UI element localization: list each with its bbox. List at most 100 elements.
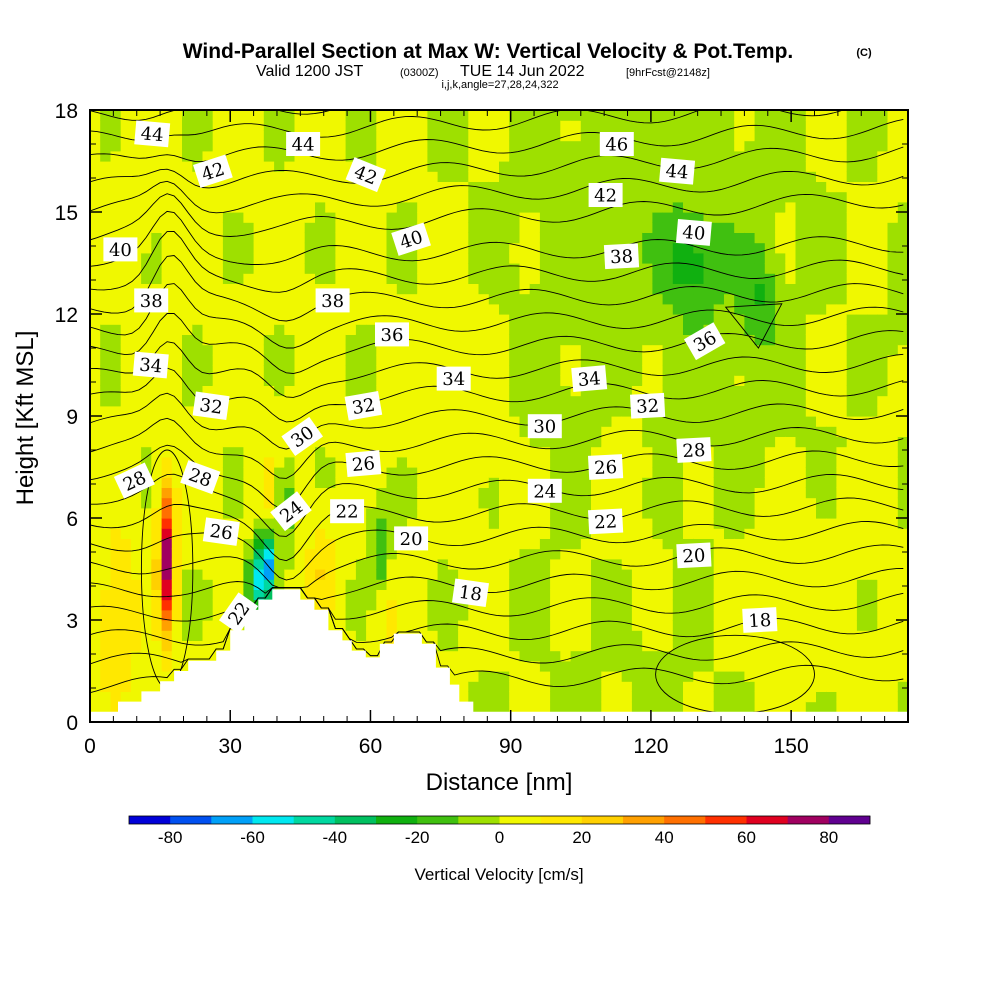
w-cell (703, 314, 715, 325)
w-cell (202, 456, 214, 468)
w-cell (826, 334, 837, 346)
w-cell (304, 569, 316, 580)
w-cell (724, 701, 735, 713)
w-cell (580, 212, 592, 223)
w-cell (141, 589, 152, 601)
w-cell (631, 365, 643, 376)
w-cell (222, 181, 234, 193)
w-cell (621, 497, 633, 509)
w-cell (396, 487, 408, 499)
w-cell (805, 395, 817, 407)
w-cell (315, 467, 326, 478)
w-cell (826, 630, 837, 641)
w-cell (120, 528, 132, 539)
w-cell (570, 650, 582, 662)
w-cell (396, 416, 408, 427)
w-cell (897, 497, 908, 509)
w-cell (867, 252, 878, 264)
w-cell (161, 242, 173, 254)
w-cell (795, 303, 807, 315)
w-cell (458, 640, 469, 652)
w-cell (775, 426, 786, 437)
w-cell (407, 171, 418, 182)
w-cell (284, 344, 296, 356)
w-cell (734, 293, 745, 305)
w-cell (785, 242, 797, 254)
w-cell (478, 293, 490, 305)
w-cell (887, 375, 899, 386)
w-cell (263, 538, 275, 550)
w-cell (713, 191, 725, 203)
w-cell (836, 569, 848, 580)
w-cell (253, 538, 265, 550)
w-cell (345, 252, 357, 264)
w-cell (468, 314, 480, 325)
w-cell (652, 538, 664, 550)
w-cell (846, 110, 858, 121)
w-cell (417, 426, 428, 437)
w-cell (631, 589, 643, 601)
w-cell (478, 416, 490, 427)
w-cell (284, 405, 296, 417)
w-cell (887, 671, 899, 682)
w-cell (550, 640, 561, 652)
w-cell (437, 212, 449, 223)
w-cell (887, 599, 899, 611)
w-cell (713, 140, 725, 152)
w-cell (274, 130, 285, 142)
contour-label-box (192, 391, 230, 421)
w-cell (182, 212, 193, 223)
w-cell (652, 252, 664, 264)
w-cell (652, 314, 664, 325)
w-cell (325, 589, 336, 601)
w-cell (662, 558, 674, 570)
w-cell (764, 140, 776, 152)
w-cell (683, 701, 694, 713)
w-cell (642, 303, 653, 315)
w-cell (631, 467, 643, 478)
w-cell (591, 171, 602, 182)
w-cell (407, 303, 418, 315)
w-cell (877, 303, 889, 315)
w-cell (764, 691, 776, 703)
w-cell (212, 446, 224, 458)
w-cell (437, 518, 449, 529)
w-cell (222, 456, 234, 468)
w-cell (437, 344, 449, 356)
w-cell (693, 314, 705, 325)
w-cell (161, 263, 173, 274)
w-cell (294, 263, 306, 274)
w-cell (243, 201, 255, 213)
w-cell (795, 477, 807, 488)
w-cell (192, 518, 204, 529)
w-cell (580, 609, 592, 621)
w-cell (366, 385, 377, 397)
w-cell (130, 691, 142, 703)
w-cell (826, 110, 837, 121)
w-cell (171, 365, 183, 376)
w-cell (294, 579, 306, 590)
w-cell (345, 324, 357, 335)
w-cell (539, 120, 551, 131)
w-cell (570, 232, 582, 244)
w-cell (243, 161, 255, 172)
w-cell (345, 518, 357, 529)
w-cell (417, 385, 428, 397)
w-cell (396, 110, 408, 121)
w-cell (202, 334, 214, 346)
w-cell (161, 671, 173, 682)
w-cell (867, 405, 878, 417)
w-cell (90, 283, 101, 295)
w-cell (631, 487, 643, 499)
w-cell (601, 354, 613, 366)
w-cell (407, 477, 418, 488)
w-cell (887, 334, 899, 346)
w-cell (570, 140, 582, 152)
w-cell (519, 548, 531, 560)
w-cell (693, 497, 705, 509)
w-cell (836, 150, 848, 162)
w-cell (877, 446, 889, 458)
vertical-velocity-field (90, 110, 908, 722)
w-cell (683, 660, 694, 672)
w-cell (795, 324, 807, 335)
